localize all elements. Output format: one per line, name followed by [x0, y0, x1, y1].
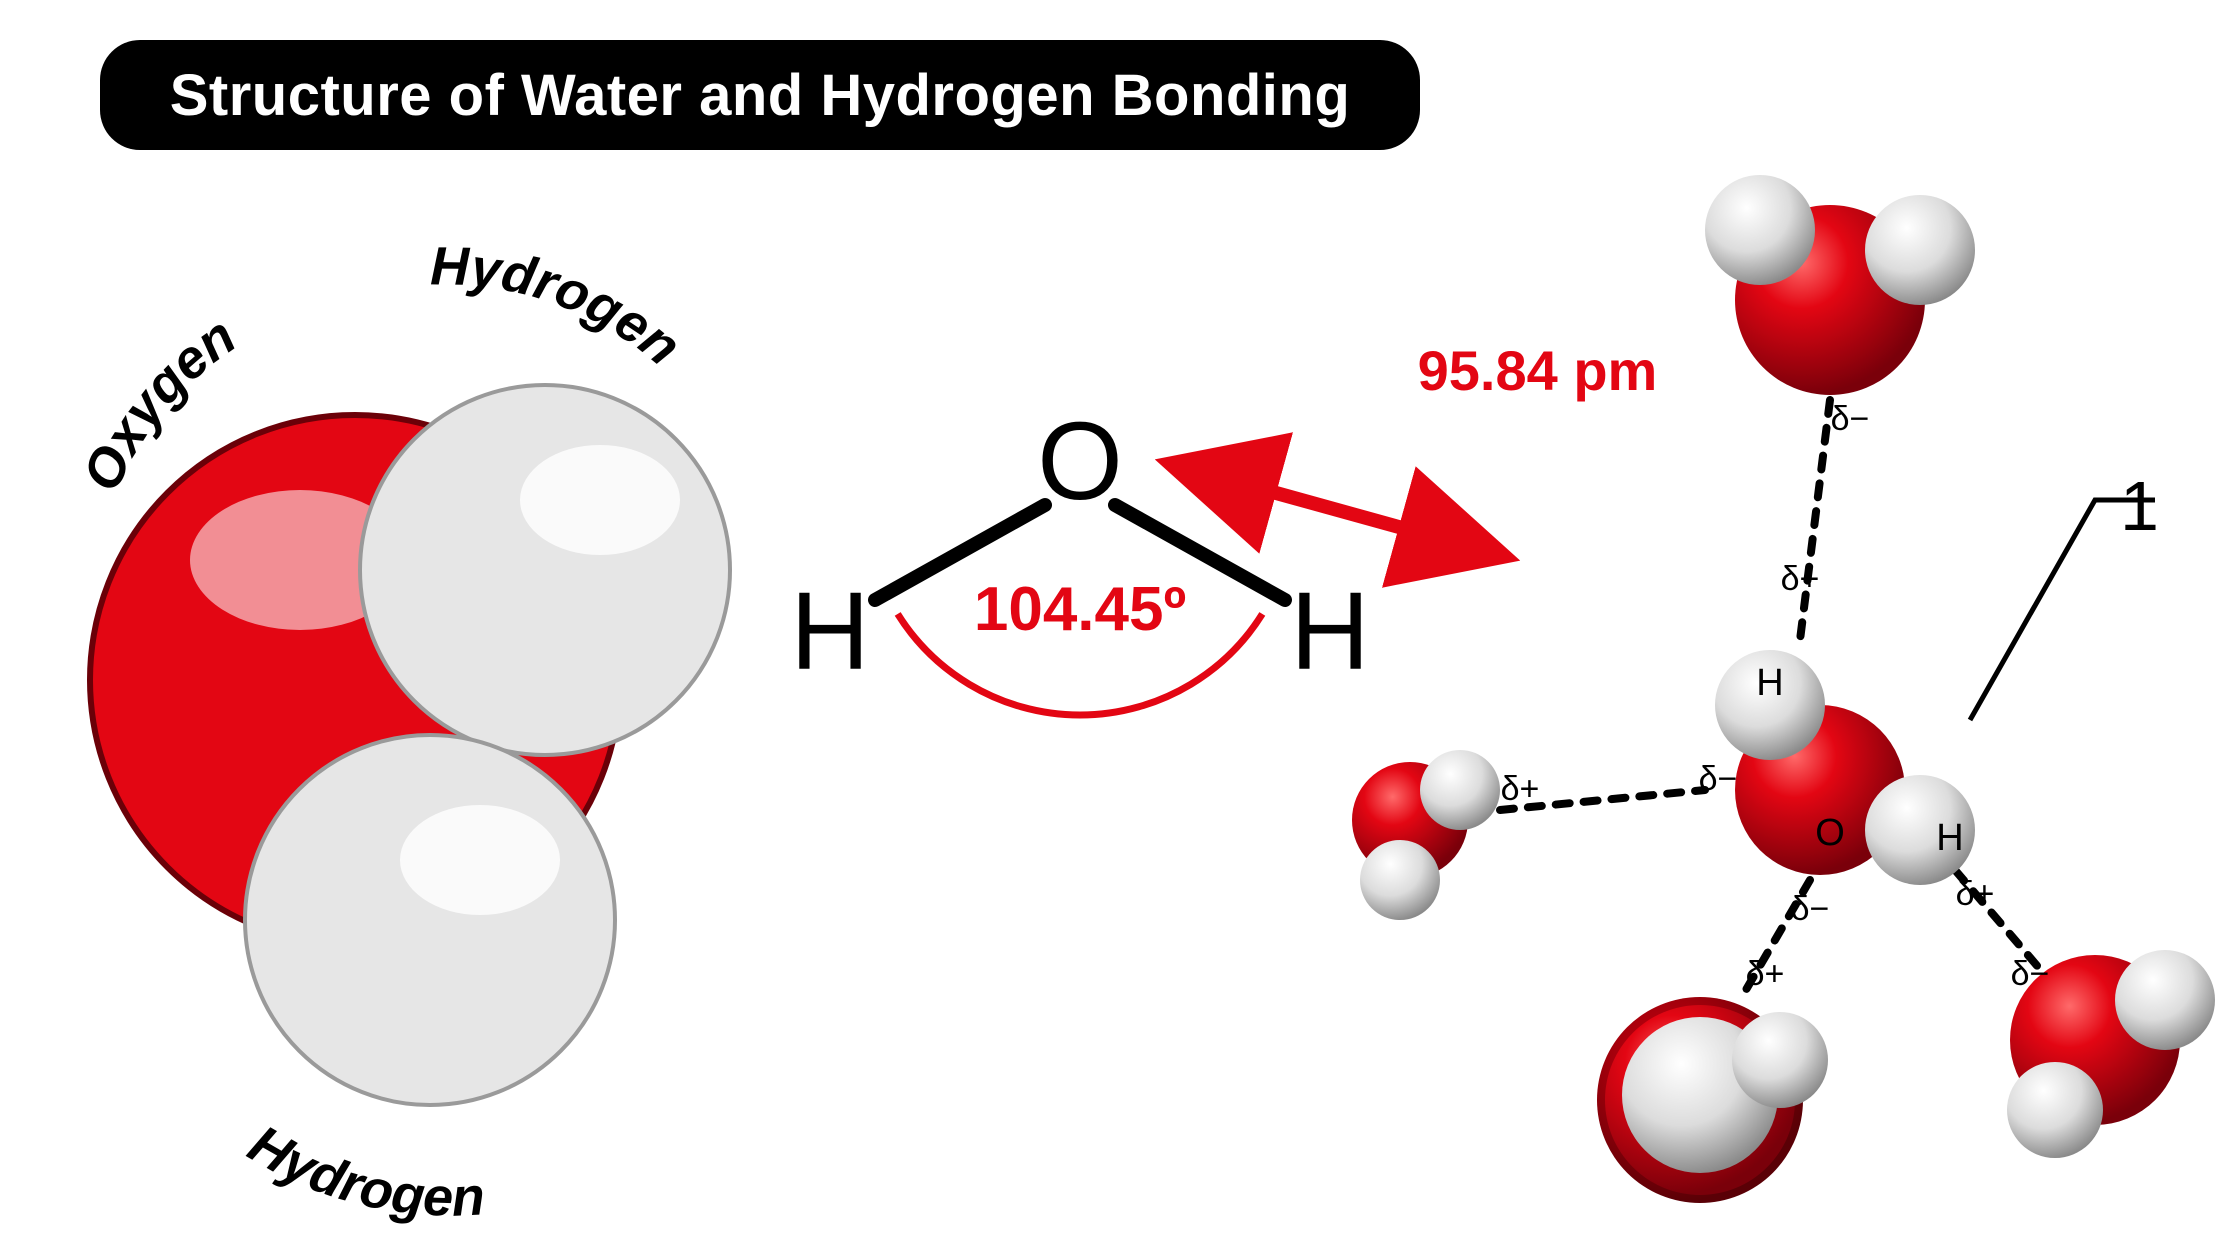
delta-center-0: δ−	[1699, 760, 1738, 798]
neighbor-bottom	[1597, 997, 1828, 1203]
center-h1-label: H	[1756, 662, 1783, 704]
diagram-svg: Oxygen Hydrogen Hydrogen OHH104.45º95.84…	[0, 0, 2240, 1260]
center-molecule: H O H	[1715, 650, 1975, 885]
hydrogen-sphere-top	[360, 385, 730, 755]
center-h2-label: H	[1936, 817, 1963, 859]
neighbor-right-hydrogen-1	[2007, 1062, 2103, 1158]
atom-h-left: H	[790, 570, 869, 693]
ref-number: 1	[2120, 467, 2159, 545]
label-hydrogen-bottom: Hydrogen	[239, 1114, 486, 1228]
neighbor-left-hydrogen-1	[1360, 840, 1440, 920]
spacefill-model	[90, 385, 730, 1105]
delta-center-1: δ−	[1791, 890, 1830, 928]
neighbor-top-hydrogen-1	[1865, 195, 1975, 305]
atom-h-right: H	[1290, 570, 1369, 693]
bond-length-label: 95.84 pm	[1418, 339, 1658, 402]
label-hydrogen-top: Hydrogen	[430, 236, 692, 377]
delta-center-2: δ+	[1956, 875, 1995, 913]
neighbor-top	[1705, 175, 1975, 395]
delta-top-0: δ−	[1831, 400, 1870, 438]
atom-o: O	[1037, 400, 1123, 523]
neighbor-right-hydrogen-0	[2115, 950, 2215, 1050]
structural-formula: O H H 104.45º 95.84 pm	[790, 339, 1657, 715]
delta-bottom-0: δ+	[1746, 955, 1785, 993]
delta-left-0: δ+	[1501, 770, 1540, 808]
hbond-line-top	[1800, 400, 1830, 640]
diagram-stage: Structure of Water and Hydrogen Bonding	[0, 0, 2240, 1260]
bond-length-arrow	[1175, 465, 1500, 555]
hydrogen-sphere-bottom	[245, 735, 615, 1105]
bond-angle-label: 104.45º	[974, 575, 1186, 644]
center-o-label: O	[1815, 812, 1845, 854]
hbond-cluster: 1δ−δ+δ+δ−HOHδ−δ−δ+δ+	[1352, 175, 2215, 1203]
delta-center-3: δ+	[1781, 560, 1820, 598]
neighbor-left	[1352, 750, 1500, 920]
delta-right-0: δ−	[2011, 955, 2050, 993]
neighbor-bottom-hydrogen-1	[1732, 1012, 1828, 1108]
neighbor-top-hydrogen-0	[1705, 175, 1815, 285]
neighbor-left-hydrogen-0	[1420, 750, 1500, 830]
